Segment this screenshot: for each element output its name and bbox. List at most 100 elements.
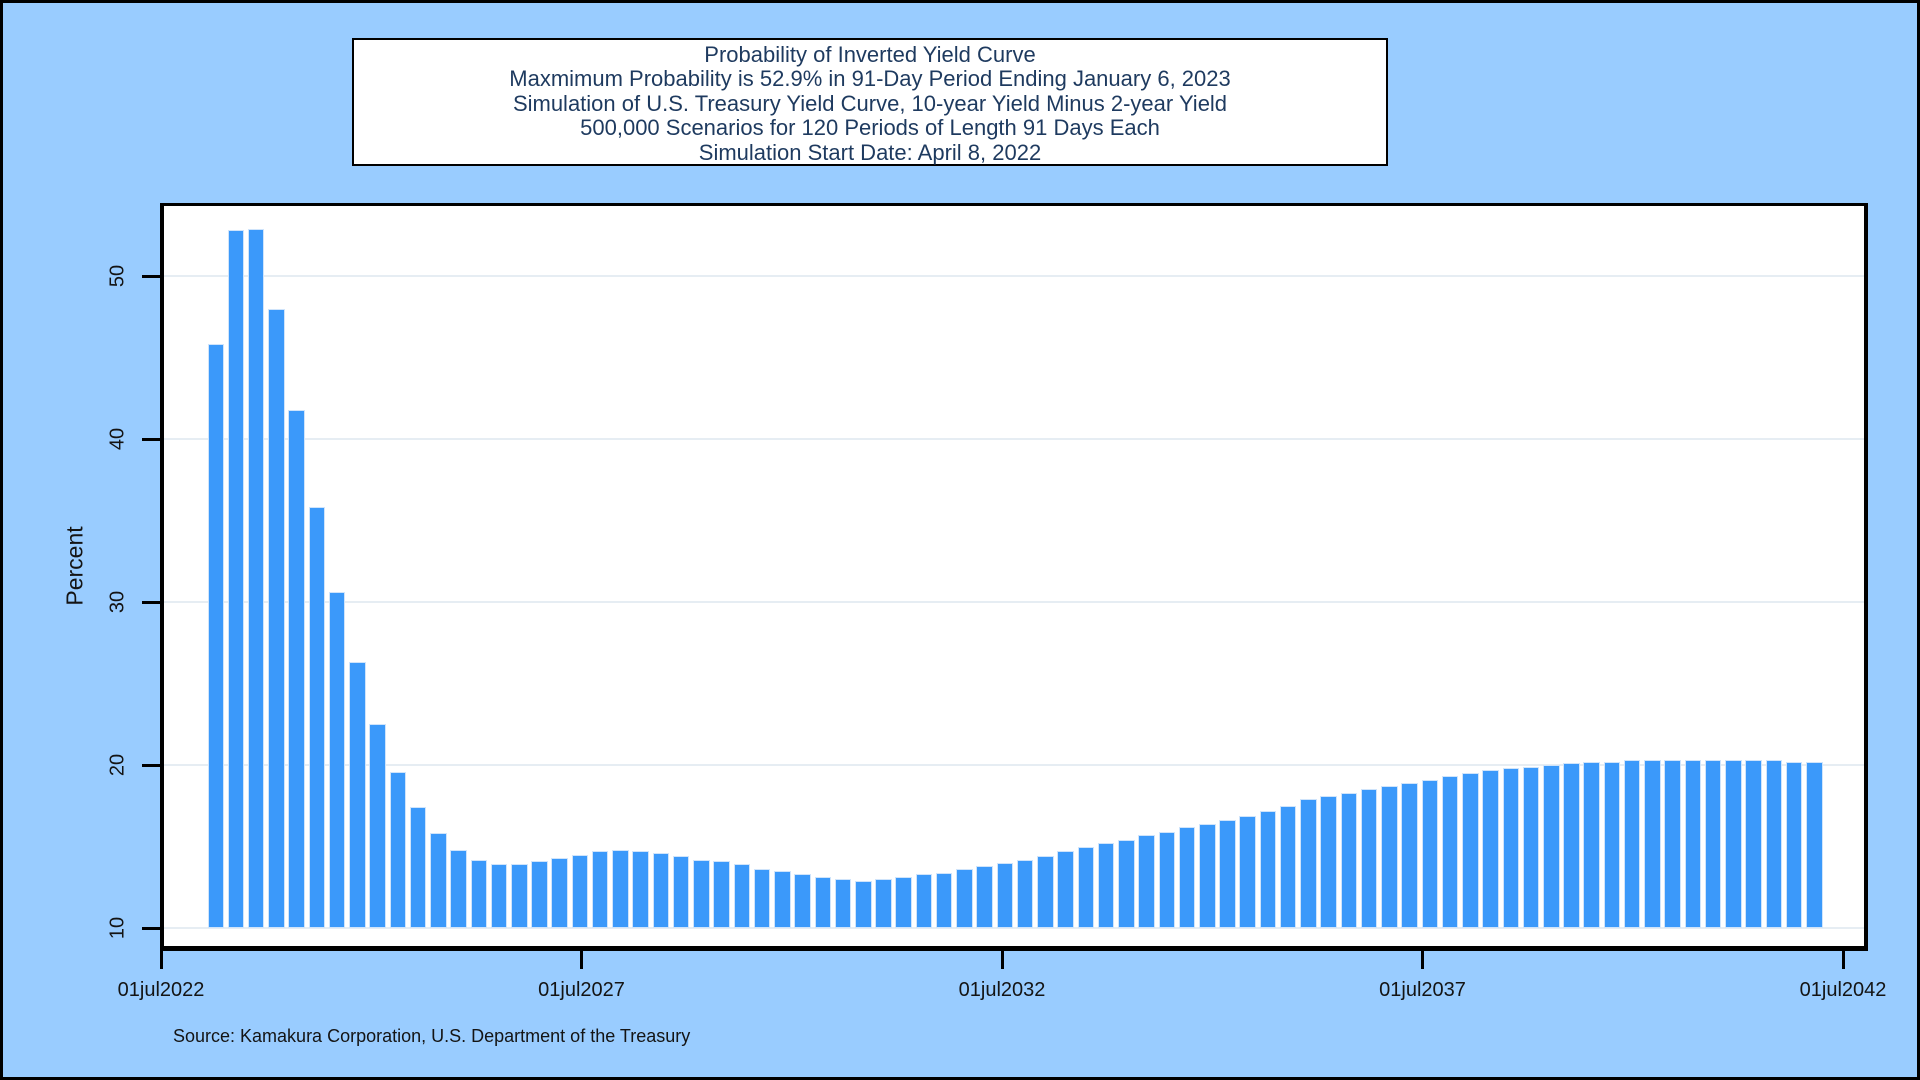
bar	[1502, 768, 1520, 928]
bar	[1441, 776, 1459, 928]
bar	[1259, 810, 1277, 928]
bar	[652, 853, 670, 928]
bar	[247, 228, 265, 928]
bar	[490, 864, 508, 928]
bar	[976, 866, 993, 928]
bar	[470, 859, 488, 928]
y-tick	[142, 764, 160, 767]
bar	[1279, 805, 1297, 928]
gridline	[164, 927, 1864, 929]
bar	[996, 862, 1014, 928]
y-axis-title: Percent	[61, 526, 88, 606]
bar	[571, 854, 589, 928]
bar	[430, 833, 447, 928]
bar	[834, 879, 852, 928]
plot-inner	[164, 206, 1864, 946]
y-tick-label: 10	[106, 916, 129, 940]
bar	[1563, 763, 1580, 928]
bar	[450, 849, 467, 928]
bar	[612, 849, 629, 928]
x-tick	[159, 951, 163, 969]
bar	[369, 724, 386, 928]
bar	[1300, 799, 1317, 928]
bar	[1219, 820, 1236, 928]
bar	[1199, 823, 1216, 928]
x-tick	[1000, 951, 1004, 969]
y-tick	[142, 275, 160, 278]
y-tick	[142, 927, 160, 930]
bar	[1543, 765, 1560, 928]
title-line-4: 500,000 Scenarios for 120 Periods of Len…	[580, 115, 1160, 141]
bar	[733, 864, 751, 928]
bar	[1684, 760, 1702, 928]
x-tick	[1421, 951, 1424, 969]
bar	[1704, 760, 1722, 928]
bar	[1401, 782, 1418, 928]
x-tick	[580, 951, 583, 969]
bar	[1097, 843, 1115, 928]
y-tick-label: 30	[106, 590, 129, 614]
bar	[1421, 779, 1439, 928]
bar	[308, 507, 326, 928]
bar	[1583, 761, 1600, 928]
y-tick-label: 40	[106, 427, 129, 451]
bar	[956, 869, 973, 928]
bar	[1158, 831, 1176, 928]
bar	[349, 662, 366, 928]
bar	[713, 861, 730, 928]
bar	[753, 869, 771, 928]
bar	[1178, 826, 1196, 928]
bar	[1077, 846, 1095, 928]
x-tick	[1841, 951, 1845, 969]
bar	[1340, 792, 1358, 928]
bar	[531, 861, 548, 928]
bar	[935, 872, 953, 928]
bar	[1664, 760, 1681, 928]
bar	[1482, 769, 1499, 928]
bar	[1037, 856, 1054, 928]
gridline	[164, 764, 1864, 766]
bar	[1765, 760, 1783, 928]
bar	[1360, 789, 1378, 928]
bar	[1603, 761, 1621, 928]
bar	[409, 807, 427, 928]
bar	[551, 857, 568, 928]
bar	[1057, 851, 1074, 928]
y-tick	[142, 438, 160, 441]
bar	[1118, 839, 1135, 928]
bar	[774, 870, 791, 928]
y-tick-label: 20	[106, 753, 129, 777]
bar	[794, 874, 811, 928]
bar	[288, 409, 305, 928]
x-tick-label: 01jul2037	[1379, 979, 1466, 1001]
bar	[1462, 773, 1479, 928]
bar	[1239, 815, 1256, 928]
bar	[1138, 835, 1155, 928]
bar	[1725, 760, 1742, 928]
bar	[1016, 859, 1034, 928]
bar	[1785, 761, 1803, 928]
x-tick-label: 01jul2022	[117, 979, 205, 1001]
bar	[915, 874, 933, 928]
bar	[855, 880, 872, 928]
gridline	[164, 275, 1864, 277]
title-line-1: Probability of Inverted Yield Curve	[704, 42, 1036, 67]
chart-title-box: Probability of Inverted Yield Curve Maxm…	[352, 38, 1388, 166]
bar	[1320, 795, 1337, 928]
bar	[672, 856, 690, 928]
title-line-3: Simulation of U.S. Treasury Yield Curve,…	[512, 90, 1228, 116]
gridline	[164, 601, 1864, 603]
bar	[1806, 761, 1823, 928]
bar	[1745, 760, 1762, 928]
bar	[1644, 760, 1661, 928]
bar	[227, 230, 245, 928]
x-tick-label: 01jul2042	[1799, 979, 1887, 1001]
bar	[693, 859, 710, 928]
x-tick-label: 01jul2032	[958, 979, 1046, 1001]
bar	[895, 877, 912, 928]
bar	[875, 879, 892, 928]
bar	[268, 308, 285, 928]
bar	[511, 864, 528, 928]
bar	[328, 592, 346, 928]
